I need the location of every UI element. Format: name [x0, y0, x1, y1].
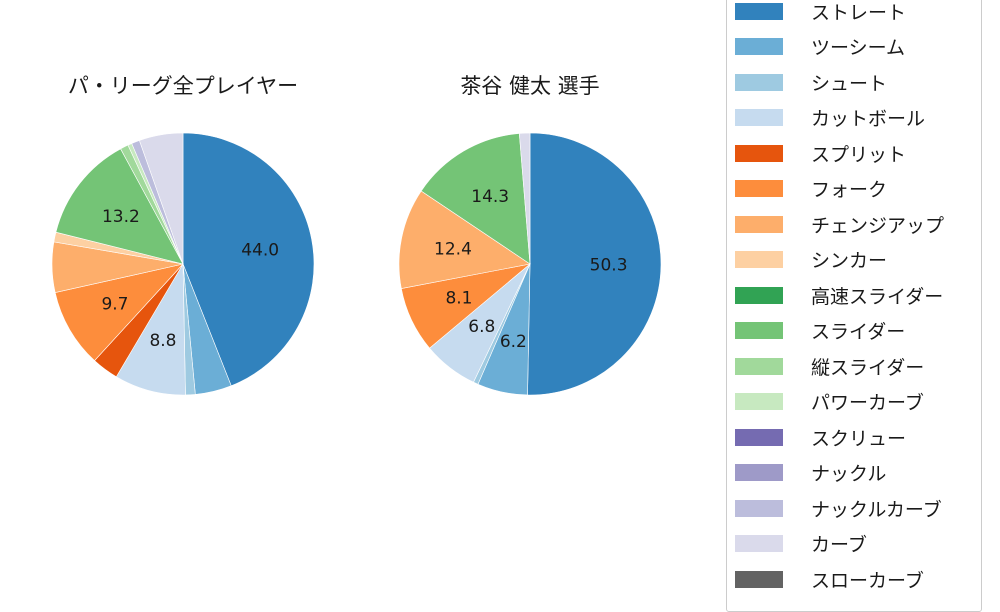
right-chart-title: 茶谷 健太 選手: [460, 74, 600, 98]
legend-label: ナックル: [811, 463, 887, 485]
slice-value-label: 6.8: [468, 317, 495, 337]
legend-swatch: [735, 2, 783, 20]
legend-label: スクリュー: [811, 427, 907, 450]
slice-value-label: 12.4: [434, 239, 472, 259]
pie-slice: [54, 263, 184, 362]
slice-value-label: 50.3: [590, 256, 628, 276]
legend-label: シュート: [811, 72, 888, 95]
pie-slice: [182, 132, 315, 387]
chart-legend: ストレートツーシームシュートカットボール スプリットフォークチェンジアップ シンカー…: [726, 0, 982, 612]
legend-item: シンカー: [735, 248, 887, 272]
legend-item: スライダー: [735, 319, 905, 343]
legend-label: カーブ: [811, 534, 867, 556]
legend-swatch: [735, 464, 783, 481]
legend-swatch: [735, 38, 783, 55]
legend-swatch: [735, 322, 783, 339]
slice-value-label: 14.3: [471, 187, 509, 207]
slice-value-label: 8.1: [445, 289, 472, 309]
legend-label: カットボール: [811, 108, 926, 130]
slice-value-label: 44.0: [241, 240, 279, 260]
legend-label: ツーシーム: [811, 37, 906, 59]
legend-swatch: [735, 251, 783, 268]
legend-item: フォーク: [735, 177, 887, 201]
slice-value-label: 9.7: [101, 294, 128, 314]
legend-swatch: [735, 570, 783, 588]
legend-label: パワーカーブ: [811, 392, 924, 414]
legend-item: ナックル: [735, 461, 886, 485]
left-chart-title: パ・リーグ全プレイヤー: [67, 74, 299, 98]
legend-item: スクリュー: [735, 425, 907, 450]
legend-label: スライダー: [811, 321, 906, 343]
legend-swatch: [735, 286, 783, 304]
legend-item: スプリット: [735, 141, 907, 166]
legend-item: パワーカーブ: [735, 390, 924, 414]
legend-swatch: [735, 144, 783, 162]
slice-value-label: 8.8: [149, 331, 176, 351]
pie-slice: [398, 190, 531, 289]
legend-item: カットボール: [735, 106, 925, 130]
legend-item: シュート: [735, 70, 888, 95]
legend-label: スプリット: [811, 143, 907, 166]
legend-label: ストレート: [811, 1, 907, 24]
legend-swatch: [735, 499, 783, 517]
legend-item: カーブ: [735, 532, 867, 556]
legend-item: 縦スライダー: [735, 354, 925, 379]
legend-label: シンカー: [811, 250, 888, 272]
legend-item: チェンジアップ: [735, 212, 945, 237]
legend-label: チェンジアップ: [811, 214, 945, 237]
legend-swatch: [735, 393, 783, 410]
slice-value-label: 6.2: [500, 332, 527, 352]
legend-label: スローカーブ: [811, 569, 924, 592]
legend-label: 高速スライダー: [811, 285, 944, 308]
pie-slice: [518, 132, 531, 265]
slice-value-label: 13.2: [102, 207, 140, 227]
legend-swatch: [735, 428, 783, 446]
legend-swatch: [735, 357, 783, 375]
pie-slice: [139, 132, 184, 265]
pie-slice: [420, 133, 531, 265]
pie-slice: [527, 132, 662, 396]
legend-label: 縦スライダー: [811, 356, 925, 379]
legend-item: 高速スライダー: [735, 283, 944, 308]
legend-swatch: [735, 109, 783, 126]
legend-swatch: [735, 180, 783, 197]
legend-swatch: [735, 535, 783, 552]
legend-item: ツーシーム: [735, 35, 905, 59]
legend-item: ストレート: [735, 0, 907, 24]
legend-item: スローカーブ: [735, 567, 924, 592]
legend-label: フォーク: [811, 179, 888, 201]
legend-swatch: [735, 73, 783, 91]
legend-item: ナックルカーブ: [735, 496, 942, 521]
legend-label: ナックルカーブ: [811, 498, 942, 521]
pie-slice: [55, 148, 184, 265]
legend-swatch: [735, 215, 783, 233]
